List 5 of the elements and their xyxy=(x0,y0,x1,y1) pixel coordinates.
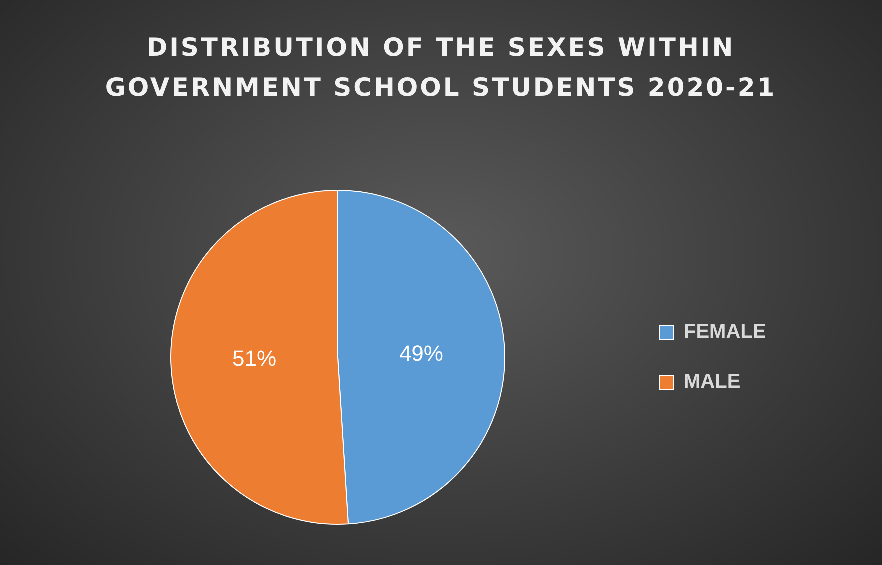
legend-label: MALE xyxy=(684,371,741,394)
data-label: 49% xyxy=(399,340,444,366)
chart-title: DISTRIBUTION OF THE SEXES WITHIN GOVERNMENT SCHOOL STUDENTS 2020-21 xyxy=(104,32,778,104)
data-label: 51% xyxy=(232,346,277,372)
legend-label: FEMALE xyxy=(684,321,766,344)
